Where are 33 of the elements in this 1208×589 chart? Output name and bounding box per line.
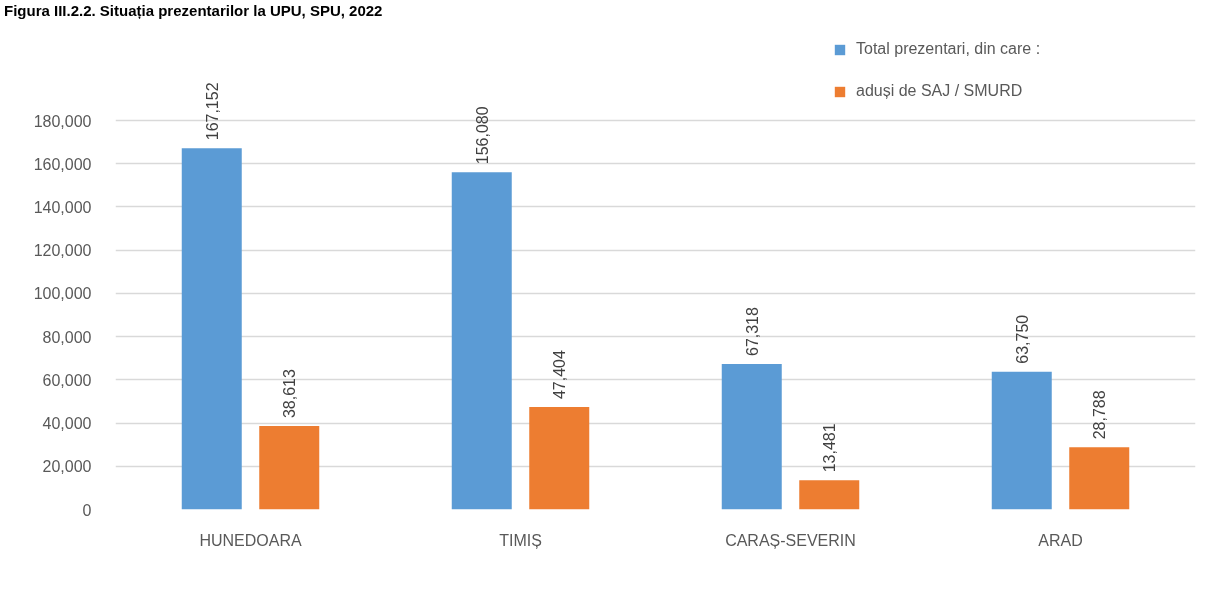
- y-tick-label: 0: [82, 501, 92, 519]
- legend-label: Total prezentari, din care :: [856, 40, 1041, 58]
- y-tick-label: 20,000: [42, 458, 92, 476]
- y-tick-label: 80,000: [42, 328, 92, 346]
- chart-title: Figura III.2.2. Situația prezentarilor la UPU, SPU, 2022: [4, 2, 383, 19]
- y-tick-label: 140,000: [33, 198, 92, 216]
- bar: [451, 172, 512, 510]
- bar: [529, 407, 590, 510]
- x-tick-label: ARAD: [1038, 531, 1083, 549]
- data-label: 167,152: [203, 82, 221, 141]
- bar: [181, 148, 242, 510]
- y-tick-label: 120,000: [33, 242, 92, 260]
- bar: [721, 364, 782, 510]
- bar: [259, 426, 320, 510]
- bar: [799, 480, 860, 510]
- x-tick-label: TIMIȘ: [499, 531, 542, 549]
- y-tick-label: 100,000: [33, 285, 92, 303]
- legend-label: aduși de SAJ / SMURD: [856, 82, 1023, 100]
- data-label: 67,318: [743, 306, 761, 357]
- y-tick-label: 40,000: [42, 415, 92, 433]
- y-tick-label: 180,000: [33, 112, 92, 130]
- data-label: 38,613: [281, 369, 299, 419]
- y-tick-label: 160,000: [33, 155, 92, 173]
- data-label: 63,750: [1013, 314, 1031, 364]
- x-tick-label: HUNEDOARA: [199, 531, 302, 549]
- data-label: 13,481: [821, 423, 839, 473]
- data-label: 28,788: [1091, 390, 1109, 440]
- data-label: 156,080: [473, 106, 491, 165]
- y-tick-label: 60,000: [42, 371, 92, 389]
- bar: [1069, 447, 1130, 510]
- bar: [991, 371, 1052, 510]
- x-tick-label: CARAȘ-SEVERIN: [725, 531, 856, 549]
- data-label: 47,404: [551, 350, 569, 400]
